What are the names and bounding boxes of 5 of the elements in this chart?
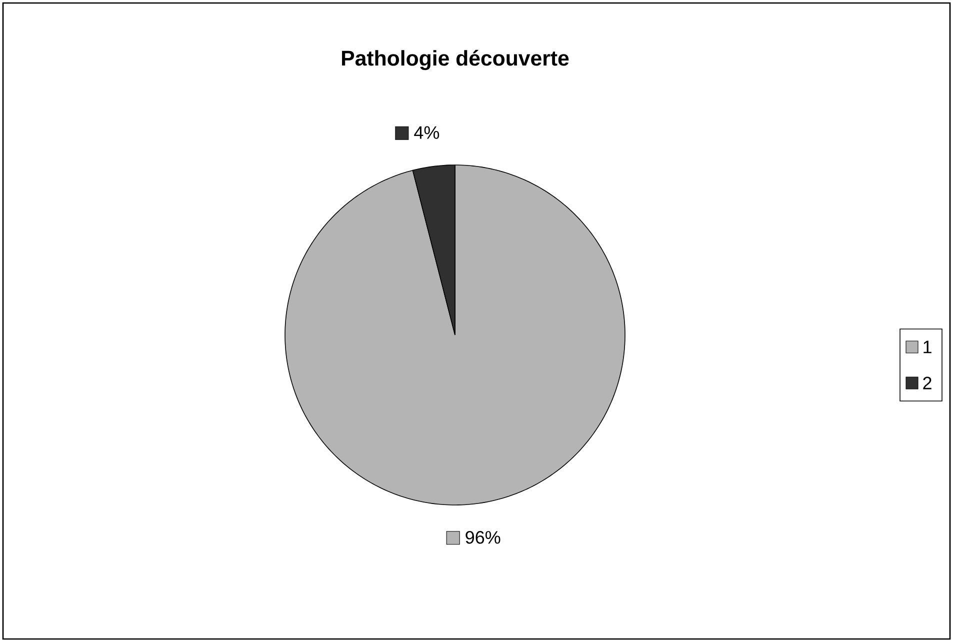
data-label: 4% <box>414 126 440 139</box>
legend-label: 1 <box>924 340 932 354</box>
legend-label: 2 <box>923 376 932 390</box>
data-label: 96% <box>466 531 500 544</box>
chart-title: Pathologie découverte <box>342 50 569 70</box>
